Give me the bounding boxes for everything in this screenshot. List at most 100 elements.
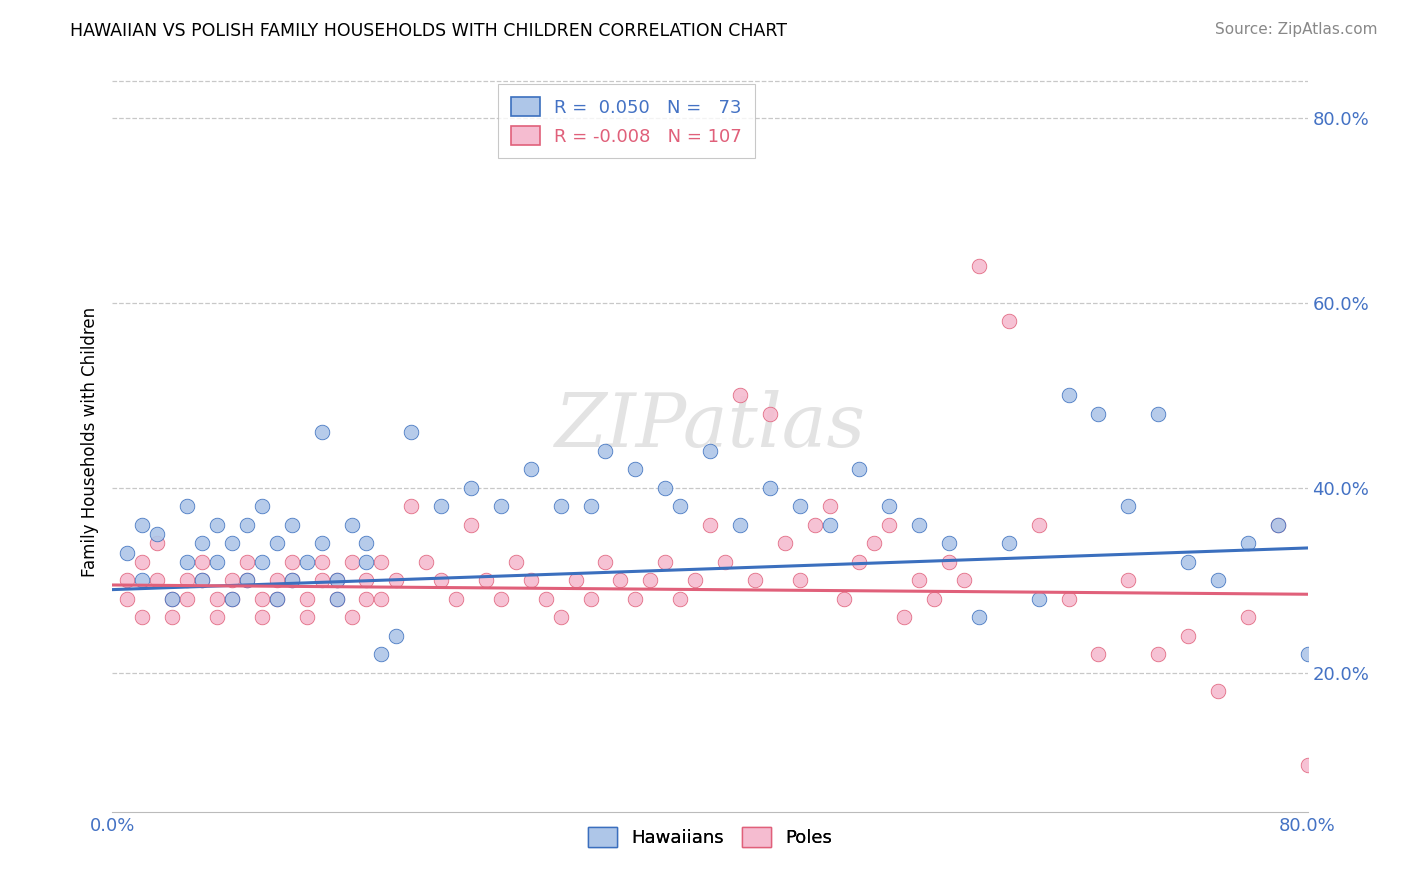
- Point: [146, 527, 169, 541]
- Point: [669, 591, 692, 606]
- Point: [879, 517, 901, 532]
- Point: [401, 500, 423, 514]
- Point: [1087, 648, 1109, 662]
- Point: [221, 574, 243, 588]
- Point: [1237, 536, 1260, 550]
- Point: [370, 591, 392, 606]
- Point: [489, 500, 512, 514]
- Point: [415, 555, 437, 569]
- Point: [609, 574, 631, 588]
- Point: [1118, 574, 1140, 588]
- Point: [370, 555, 392, 569]
- Point: [848, 555, 870, 569]
- Point: [789, 574, 811, 588]
- Point: [176, 591, 198, 606]
- Point: [311, 536, 333, 550]
- Point: [489, 591, 512, 606]
- Point: [624, 462, 647, 476]
- Point: [1118, 500, 1140, 514]
- Point: [311, 425, 333, 440]
- Point: [938, 536, 960, 550]
- Point: [908, 574, 931, 588]
- Point: [893, 610, 915, 624]
- Point: [356, 555, 378, 569]
- Point: [863, 536, 886, 550]
- Point: [311, 574, 333, 588]
- Point: [460, 481, 482, 495]
- Point: [430, 500, 453, 514]
- Point: [953, 574, 976, 588]
- Point: [191, 574, 214, 588]
- Point: [460, 517, 482, 532]
- Point: [205, 555, 228, 569]
- Text: ZIPatlas: ZIPatlas: [554, 391, 866, 463]
- Point: [818, 500, 841, 514]
- Point: [520, 462, 543, 476]
- Point: [117, 591, 139, 606]
- Point: [325, 591, 347, 606]
- Point: [1237, 610, 1260, 624]
- Point: [266, 574, 288, 588]
- Point: [281, 574, 304, 588]
- Point: [579, 500, 602, 514]
- Point: [146, 574, 169, 588]
- Point: [356, 574, 378, 588]
- Point: [1177, 555, 1199, 569]
- Point: [444, 591, 467, 606]
- Point: [1296, 648, 1319, 662]
- Point: [250, 591, 273, 606]
- Point: [162, 591, 183, 606]
- Point: [250, 610, 273, 624]
- Point: [311, 555, 333, 569]
- Point: [221, 591, 243, 606]
- Point: [520, 574, 543, 588]
- Point: [385, 629, 408, 643]
- Point: [205, 517, 228, 532]
- Point: [848, 462, 870, 476]
- Point: [728, 388, 751, 402]
- Point: [699, 517, 721, 532]
- Point: [998, 536, 1021, 550]
- Point: [1087, 407, 1109, 421]
- Point: [385, 574, 408, 588]
- Point: [908, 517, 931, 532]
- Point: [803, 517, 825, 532]
- Point: [1177, 629, 1199, 643]
- Point: [1057, 591, 1080, 606]
- Point: [1028, 517, 1050, 532]
- Point: [550, 610, 572, 624]
- Point: [534, 591, 557, 606]
- Point: [967, 259, 990, 273]
- Point: [340, 610, 363, 624]
- Point: [221, 536, 243, 550]
- Point: [699, 443, 721, 458]
- Point: [401, 425, 423, 440]
- Point: [1296, 758, 1319, 772]
- Point: [325, 574, 347, 588]
- Point: [236, 517, 259, 532]
- Point: [131, 517, 153, 532]
- Point: [356, 536, 378, 550]
- Point: [595, 555, 617, 569]
- Point: [595, 443, 617, 458]
- Point: [759, 481, 782, 495]
- Point: [728, 517, 751, 532]
- Point: [370, 648, 392, 662]
- Point: [938, 555, 960, 569]
- Point: [922, 591, 945, 606]
- Point: [505, 555, 527, 569]
- Point: [669, 500, 692, 514]
- Point: [564, 574, 586, 588]
- Text: HAWAIIAN VS POLISH FAMILY HOUSEHOLDS WITH CHILDREN CORRELATION CHART: HAWAIIAN VS POLISH FAMILY HOUSEHOLDS WIT…: [70, 22, 787, 40]
- Point: [191, 536, 214, 550]
- Point: [789, 500, 811, 514]
- Point: [744, 574, 766, 588]
- Point: [356, 591, 378, 606]
- Point: [340, 555, 363, 569]
- Point: [295, 591, 318, 606]
- Point: [236, 555, 259, 569]
- Point: [191, 555, 214, 569]
- Point: [295, 555, 318, 569]
- Point: [191, 574, 214, 588]
- Point: [221, 591, 243, 606]
